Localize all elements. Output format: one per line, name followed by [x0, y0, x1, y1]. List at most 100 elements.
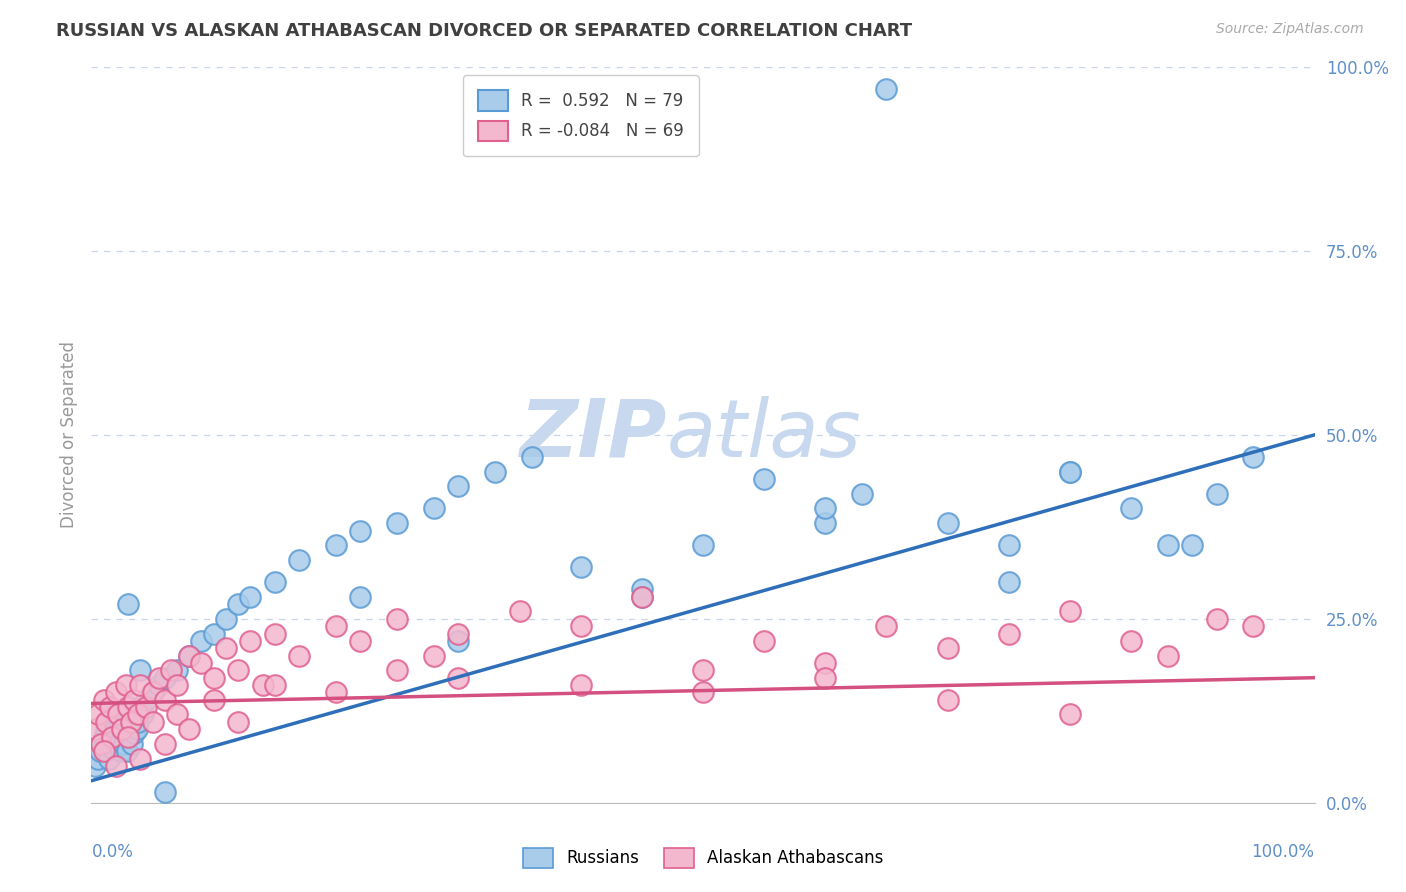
Text: RUSSIAN VS ALASKAN ATHABASCAN DIVORCED OR SEPARATED CORRELATION CHART: RUSSIAN VS ALASKAN ATHABASCAN DIVORCED O… [56, 22, 912, 40]
Point [569, 619, 592, 633]
Point [631, 582, 654, 597]
Point [114, 678, 136, 692]
Point [692, 664, 714, 678]
Point [520, 450, 543, 464]
Point [851, 487, 873, 501]
Point [117, 700, 139, 714]
Point [121, 737, 143, 751]
Point [98, 730, 121, 744]
Point [141, 685, 163, 699]
Point [114, 707, 136, 722]
Point [101, 730, 124, 744]
Point [814, 671, 837, 685]
Point [692, 538, 714, 552]
Legend: Russians, Alaskan Athabascans: Russians, Alaskan Athabascans [516, 841, 890, 875]
Point [215, 612, 238, 626]
Point [754, 633, 776, 648]
Point [129, 700, 152, 714]
Point [107, 737, 129, 751]
Point [89, 744, 111, 758]
Point [129, 751, 152, 765]
Point [631, 590, 654, 604]
Point [132, 707, 155, 722]
Point [93, 692, 115, 706]
Point [936, 692, 959, 706]
Point [447, 633, 470, 648]
Point [239, 633, 262, 648]
Point [179, 723, 201, 737]
Point [120, 723, 142, 737]
Point [325, 685, 347, 699]
Point [998, 574, 1021, 589]
Text: Source: ZipAtlas.com: Source: ZipAtlas.com [1216, 22, 1364, 37]
Point [264, 678, 287, 692]
Point [226, 714, 249, 729]
Point [135, 692, 157, 706]
Point [1243, 450, 1265, 464]
Point [179, 648, 201, 663]
Point [385, 516, 409, 530]
Point [1059, 605, 1081, 619]
Point [875, 82, 898, 96]
Point [179, 648, 201, 663]
Point [1243, 619, 1265, 633]
Text: 0.0%: 0.0% [91, 843, 134, 861]
Point [1205, 487, 1227, 501]
Point [166, 707, 188, 722]
Point [202, 626, 225, 640]
Point [112, 737, 135, 751]
Point [754, 472, 776, 486]
Point [447, 626, 470, 640]
Point [117, 597, 139, 611]
Point [120, 714, 142, 729]
Point [692, 685, 714, 699]
Point [447, 479, 470, 493]
Point [288, 648, 311, 663]
Point [148, 671, 170, 685]
Point [153, 785, 176, 799]
Point [129, 678, 152, 692]
Point [1059, 465, 1081, 479]
Point [111, 723, 134, 737]
Point [91, 737, 114, 751]
Point [814, 516, 837, 530]
Text: 100.0%: 100.0% [1251, 843, 1315, 861]
Point [202, 671, 225, 685]
Point [115, 744, 138, 758]
Point [117, 700, 139, 714]
Point [349, 590, 371, 604]
Point [1121, 633, 1143, 648]
Point [631, 590, 654, 604]
Point [484, 465, 506, 479]
Point [148, 678, 170, 692]
Point [385, 664, 409, 678]
Point [110, 744, 132, 758]
Point [104, 707, 127, 722]
Point [129, 664, 152, 678]
Point [111, 723, 134, 737]
Point [124, 707, 146, 722]
Point [98, 700, 121, 714]
Point [239, 590, 262, 604]
Legend: R =  0.592   N = 79, R = -0.084   N = 69: R = 0.592 N = 79, R = -0.084 N = 69 [463, 75, 699, 156]
Point [1121, 501, 1143, 516]
Point [141, 714, 163, 729]
Point [1181, 538, 1204, 552]
Point [84, 723, 107, 737]
Point [226, 597, 249, 611]
Point [112, 726, 135, 740]
Point [104, 759, 127, 773]
Point [423, 648, 446, 663]
Point [423, 501, 446, 516]
Point [153, 737, 176, 751]
Point [1157, 648, 1180, 663]
Point [190, 656, 212, 670]
Point [166, 664, 188, 678]
Point [252, 678, 274, 692]
Point [153, 692, 176, 706]
Point [814, 656, 837, 670]
Point [94, 723, 117, 737]
Point [998, 538, 1021, 552]
Point [190, 633, 212, 648]
Point [166, 678, 188, 692]
